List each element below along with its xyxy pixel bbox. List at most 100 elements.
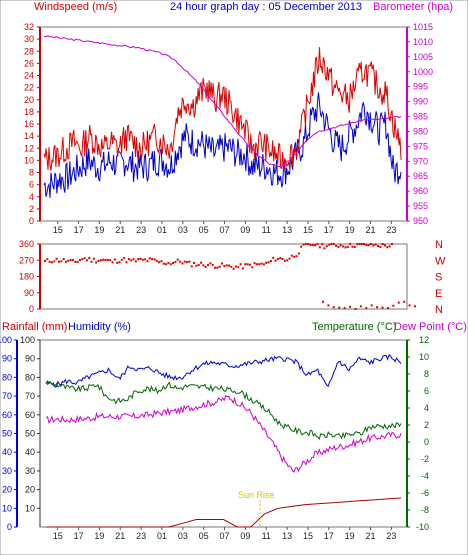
wind-direction-point (123, 256, 126, 259)
left-y-tick-label: 24 (24, 71, 34, 81)
wind-direction-point (293, 255, 296, 258)
humidity-y-tick-label: 80 (25, 372, 35, 382)
humidity-y-tick-label: 70 (25, 391, 35, 401)
wind-direction-point (190, 265, 193, 268)
wind-direction-point (132, 258, 135, 261)
right-y-tick-label: 980 (413, 126, 428, 136)
wind-direction-point (246, 263, 249, 266)
wind-direction-point (202, 264, 205, 267)
wind-direction-point (106, 259, 109, 262)
wind-direction-point (330, 243, 333, 245)
wind-direction-point (48, 260, 51, 263)
humidity-y-tick-label: 50 (25, 429, 35, 439)
wind-direction-point (342, 245, 345, 248)
wind-direction-point (141, 258, 144, 261)
wind-direction-point (195, 264, 198, 267)
left-y-tick-label: 270 (19, 255, 34, 265)
wind-direction-point (283, 259, 286, 262)
wind-direction-point (209, 262, 212, 265)
wind-direction-point (148, 257, 151, 260)
wind-direction-point (197, 263, 200, 266)
rain-humidity-temperature-panel: 0102030405060708090100102030405060708090… (0, 335, 429, 541)
temperature-y-tick-label: 10 (419, 352, 429, 362)
temperature-y-tick-label: -4 (421, 471, 429, 481)
wind-direction-point (365, 244, 368, 247)
wind-direction-point (146, 260, 149, 263)
rainfall-y-tick-label: 40 (2, 447, 12, 457)
wind-direction-point (311, 244, 314, 247)
wind-direction-point (384, 244, 387, 247)
left-y-tick-label: 18 (24, 107, 34, 117)
temperature-y-tick-label: 2 (424, 420, 429, 430)
wind-direction-point (307, 243, 310, 245)
wind-direction-point (220, 262, 223, 265)
wind-direction-point (139, 257, 142, 260)
rainfall-y-tick-label: 70 (2, 391, 12, 401)
wind-direction-point (216, 266, 219, 269)
humidity-y-tick-label: 60 (25, 410, 35, 420)
left-y-tick-label: 0 (29, 216, 34, 226)
x-tick-label: 19 (94, 531, 104, 541)
wind-direction-point (377, 245, 380, 248)
wind-direction-point (370, 243, 373, 245)
left-y-tick-label: 2 (29, 204, 34, 214)
wind-direction-point (386, 307, 389, 310)
x-tick-label: 01 (157, 531, 167, 541)
x-tick-label: 19 (345, 225, 355, 235)
wind-direction-point (67, 259, 70, 262)
temperature-y-tick-label: 8 (424, 369, 429, 379)
wind-direction-point (186, 261, 189, 264)
temperature-y-tick-label: 4 (424, 403, 429, 413)
windspeed-axis-title: Windspeed (m/s) (34, 1, 117, 13)
wind-direction-point (316, 243, 319, 245)
x-tick-label: 23 (386, 225, 396, 235)
wind-direction-point (379, 245, 382, 248)
wind-direction-point (376, 306, 379, 309)
left-y-tick-label: 16 (24, 119, 34, 129)
wind-direction-point (155, 259, 158, 262)
compass-tick-label: E (435, 288, 442, 300)
wind-direction-point (321, 243, 324, 246)
wind-direction-point (241, 267, 244, 270)
humidity-y-tick-label: 40 (25, 447, 35, 457)
wind-direction-point (160, 260, 163, 263)
rainfall-axis-title: Rainfall (mm) (2, 321, 67, 333)
wind-direction-point (279, 257, 282, 260)
wind-direction-point (225, 264, 228, 267)
wind-direction-point (363, 243, 366, 245)
right-y-tick-label: 1000 (413, 67, 433, 77)
temperature-y-tick-label: -2 (421, 454, 429, 464)
humidity-y-tick-label: 10 (25, 503, 35, 513)
left-y-tick-label: 14 (24, 131, 34, 141)
wind-direction-point (335, 244, 338, 247)
wind-direction-point (71, 258, 74, 261)
rainfall-y-tick-label: 90 (2, 354, 12, 364)
rainfall-series-line (46, 497, 402, 528)
wind-direction-point (372, 244, 375, 247)
left-y-tick-label: 180 (19, 272, 34, 282)
left-y-tick-label: 30 (24, 34, 34, 44)
wind-direction-point (281, 258, 284, 261)
wind-direction-point (338, 306, 341, 309)
rainfall-y-tick-label: 50 (2, 429, 12, 439)
dewpoint-axis-title: Dew Point (°C) (394, 321, 467, 333)
temperature-y-tick-label: 12 (419, 335, 429, 345)
wind-direction-point (260, 262, 263, 265)
wind-direction-point (137, 258, 140, 261)
wind-direction-point (309, 244, 312, 247)
right-y-tick-label: 960 (413, 186, 428, 196)
barometer-axis-title: Barometer (hpa) (373, 1, 453, 13)
wind-direction-point (64, 260, 67, 263)
wind-direction-point (120, 258, 123, 261)
wind-direction-point (172, 262, 175, 265)
wind-direction-point (53, 260, 56, 263)
wind-direction-point (69, 259, 72, 262)
wind-direction-point (262, 263, 265, 266)
wind-direction-point (227, 264, 230, 267)
x-tick-label: 15 (303, 225, 313, 235)
plot-area-frame (39, 339, 408, 528)
x-tick-label: 11 (262, 531, 271, 541)
wind-direction-point (116, 261, 119, 264)
right-y-tick-label: 955 (413, 201, 428, 211)
